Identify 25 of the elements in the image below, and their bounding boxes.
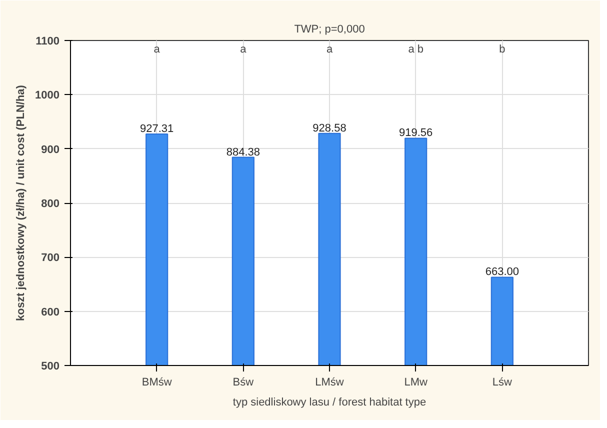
y-tick-label: 900 bbox=[41, 144, 60, 156]
x-tick-label: LMw bbox=[404, 376, 428, 388]
y-axis-title: koszt jednostkowy (zł/ha) / unit cost (PLN/ha) bbox=[15, 84, 28, 321]
y-tick-label: 600 bbox=[41, 306, 60, 318]
annotation: b bbox=[499, 44, 506, 56]
x-axis-title: typ siedliskowy lasu / forest habitat type bbox=[232, 396, 426, 408]
data-label: 919.56 bbox=[399, 127, 433, 140]
data-label: 663.00 bbox=[485, 266, 519, 278]
x-tick-label: Bśw bbox=[232, 376, 254, 388]
x-tick-label: BMśw bbox=[142, 376, 172, 388]
data-label: 884.38 bbox=[226, 146, 260, 158]
y-tick-label: 1100 bbox=[36, 36, 60, 48]
annotation: a bbox=[240, 44, 248, 56]
y-tick-label: 800 bbox=[41, 198, 60, 210]
data-label: 928.58 bbox=[312, 122, 346, 134]
annotation: a bbox=[326, 44, 334, 56]
chart-title: TWP; p=0,000 bbox=[294, 24, 365, 36]
y-tick-label: 700 bbox=[41, 252, 60, 264]
x-tick-label: Lśw bbox=[492, 376, 512, 388]
annotation: a bbox=[154, 44, 161, 56]
x-tick-label: LMśw bbox=[315, 376, 344, 388]
y-tick-label: 1000 bbox=[35, 90, 60, 102]
y-tick-label: 500 bbox=[41, 360, 60, 372]
annotation: a b bbox=[408, 44, 424, 56]
data-label: 927.31 bbox=[140, 123, 174, 136]
